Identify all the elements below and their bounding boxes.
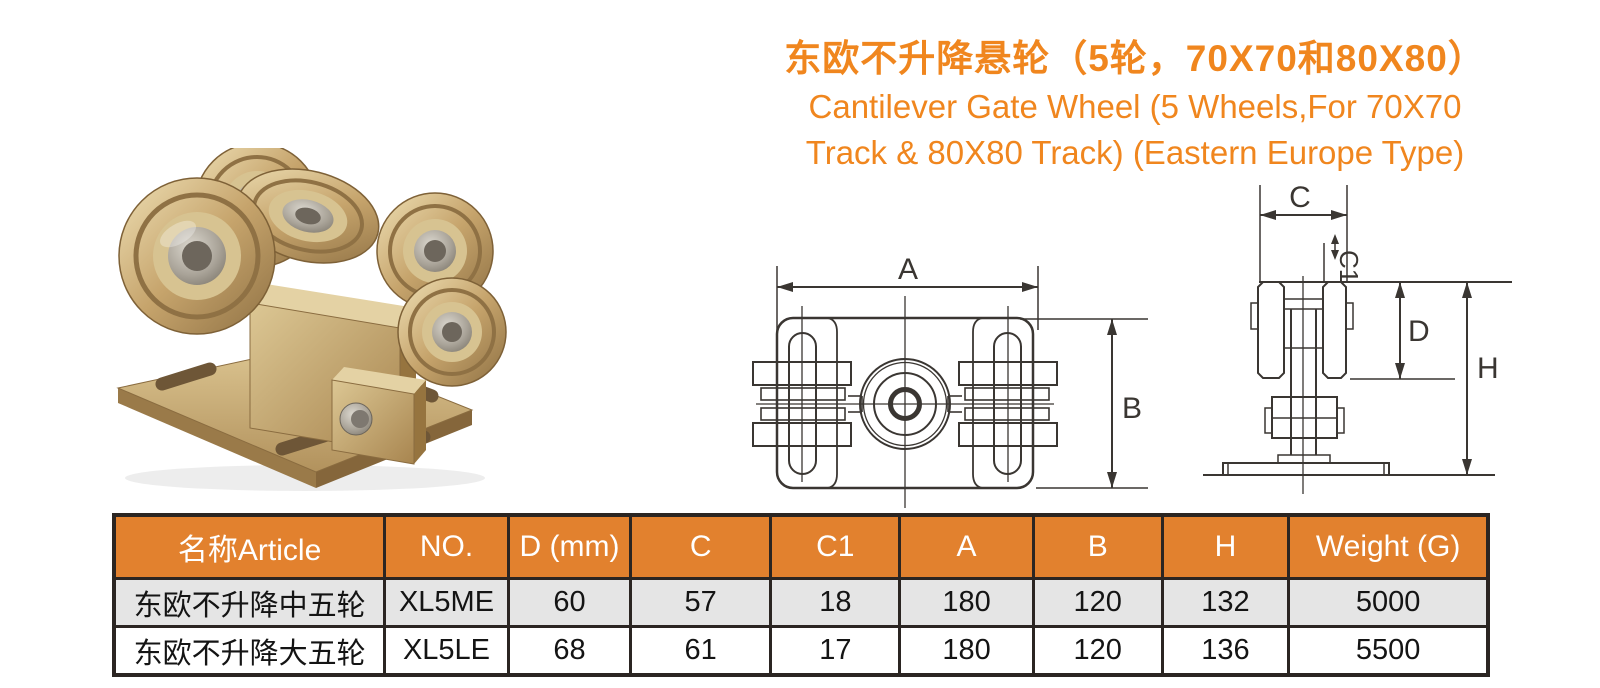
spec-row-xl5le: 东欧不升降大五轮 XL5LE 68 61 17 180 120 136 5500 bbox=[112, 625, 1490, 677]
front-dim-b-label: B bbox=[1122, 392, 1142, 425]
cell-weight: 5000 bbox=[1287, 577, 1490, 628]
cell-article: 东欧不升降大五轮 bbox=[112, 625, 387, 677]
side-view-drawing: C C1 D H bbox=[1203, 181, 1512, 494]
cell-c1: 17 bbox=[769, 625, 902, 677]
front-view-drawing: A B bbox=[752, 253, 1148, 508]
side-dim-c1-label: C1 bbox=[1334, 250, 1364, 283]
cell-c: 61 bbox=[629, 625, 773, 677]
product-title-en-line1: Cantilever Gate Wheel (5 Wheels,For 70X7… bbox=[808, 88, 1462, 125]
col-header-c1: C1 bbox=[769, 513, 902, 580]
side-dim-c-label: C bbox=[1289, 181, 1311, 214]
photo-wheel-front-left bbox=[118, 177, 276, 335]
cell-d: 68 bbox=[506, 625, 633, 677]
cell-h: 136 bbox=[1160, 625, 1291, 677]
cell-no: XL5ME bbox=[383, 577, 510, 628]
cell-c: 57 bbox=[629, 577, 773, 628]
photo-bolt-block bbox=[331, 367, 426, 465]
cell-c1: 18 bbox=[769, 577, 902, 628]
cell-article: 东欧不升降中五轮 bbox=[112, 577, 387, 628]
col-header-weight: Weight (G) bbox=[1287, 513, 1490, 580]
product-photo bbox=[116, 148, 507, 491]
front-dim-a-label: A bbox=[898, 253, 918, 286]
col-header-c: C bbox=[629, 513, 773, 580]
spec-table-header-row: 名称Article NO. D (mm) C C1 A B H Weight (… bbox=[112, 513, 1490, 580]
spec-row-xl5me: 东欧不升降中五轮 XL5ME 60 57 18 180 120 132 5000 bbox=[112, 577, 1490, 628]
col-header-article: 名称Article bbox=[112, 513, 387, 580]
cell-a: 180 bbox=[898, 577, 1035, 628]
col-header-a: A bbox=[898, 513, 1035, 580]
cell-b: 120 bbox=[1031, 625, 1164, 677]
cell-weight: 5500 bbox=[1287, 625, 1490, 677]
col-header-d: D (mm) bbox=[506, 513, 633, 580]
product-title-zh: 东欧不升降悬轮（5轮，70X70和80X80） bbox=[784, 38, 1486, 79]
side-dim-d-label: D bbox=[1408, 315, 1430, 348]
product-title: 东欧不升降悬轮（5轮，70X70和80X80） Cantilever Gate … bbox=[760, 34, 1510, 176]
cell-b: 120 bbox=[1031, 577, 1164, 628]
cell-a: 180 bbox=[898, 625, 1035, 677]
col-header-h: H bbox=[1160, 513, 1291, 580]
product-title-en-line2: Track & 80X80 Track) (Eastern Europe Typ… bbox=[805, 134, 1465, 171]
spec-table: 名称Article NO. D (mm) C C1 A B H Weight (… bbox=[112, 513, 1490, 677]
cell-d: 60 bbox=[506, 577, 633, 628]
cell-h: 132 bbox=[1160, 577, 1291, 628]
col-header-b: B bbox=[1031, 513, 1164, 580]
cell-no: XL5LE bbox=[383, 625, 510, 677]
side-dim-h-label: H bbox=[1477, 352, 1499, 385]
photo-wheel-right-lower bbox=[397, 277, 507, 387]
col-header-no: NO. bbox=[383, 513, 510, 580]
